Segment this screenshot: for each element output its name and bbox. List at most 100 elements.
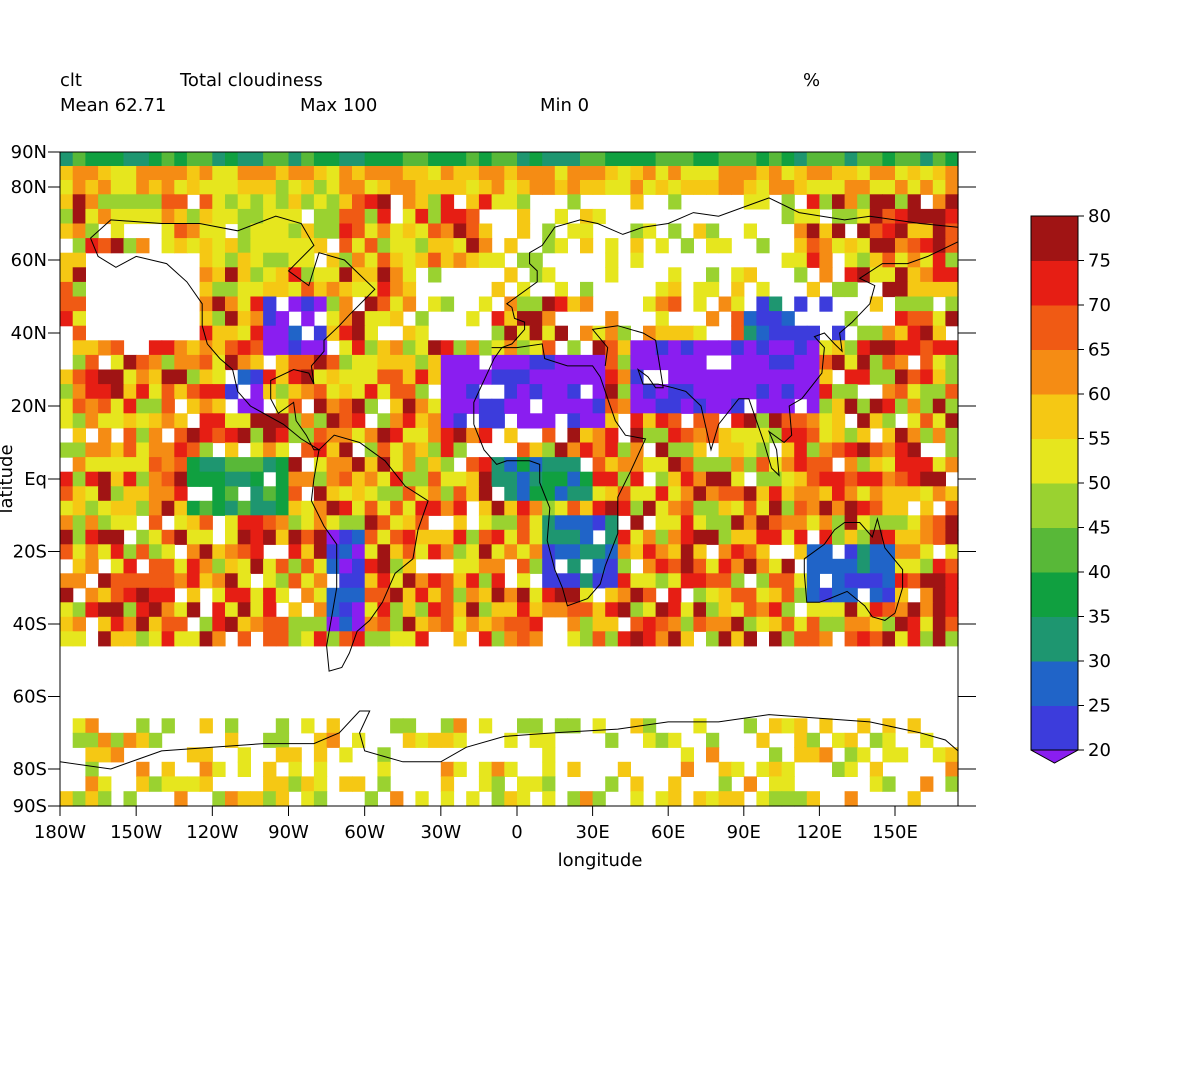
heatmap-cell [250, 369, 264, 385]
heatmap-cell [693, 558, 707, 574]
heatmap-cell [781, 631, 795, 647]
heatmap-cell [364, 500, 378, 516]
heatmap-cell [491, 166, 505, 181]
heatmap-cell [212, 252, 226, 268]
heatmap-cell [542, 602, 556, 618]
heatmap-cell [225, 413, 239, 429]
heatmap-cell [517, 471, 531, 487]
heatmap-cell [907, 558, 921, 574]
heatmap-cell [110, 631, 125, 647]
heatmap-cell [440, 354, 455, 371]
heatmap-cell [655, 791, 669, 807]
heatmap-cell [72, 573, 86, 589]
heatmap-cell [844, 208, 858, 225]
heatmap-cell [643, 152, 657, 167]
heatmap-cell [945, 631, 959, 647]
heatmap-cell [567, 180, 581, 195]
heatmap-cell [668, 281, 682, 298]
heatmap-cell [781, 500, 795, 516]
heatmap-cell [161, 776, 175, 792]
heatmap-cell [186, 529, 201, 545]
heatmap-cell [161, 166, 175, 181]
heatmap-cell [718, 166, 732, 181]
heatmap-cell [352, 281, 366, 298]
heatmap-cell [869, 761, 883, 777]
heatmap-cell [326, 384, 340, 400]
heatmap-cell [945, 761, 959, 777]
heatmap-cell [250, 311, 264, 327]
heatmap-cell [580, 791, 594, 807]
heatmap-cell [504, 515, 518, 531]
heatmap-cell [174, 515, 188, 531]
heatmap-cell [819, 427, 833, 444]
heatmap-cell [794, 166, 808, 181]
heatmap-cell [390, 354, 404, 371]
heatmap-cell [263, 267, 277, 283]
heatmap-cell [630, 442, 644, 458]
heatmap-cell [554, 515, 568, 531]
heatmap-cell [832, 616, 846, 632]
heatmap-cell [352, 486, 366, 502]
heatmap-cell [250, 281, 264, 298]
variable-name: clt [60, 70, 82, 91]
heatmap-cell [326, 442, 340, 458]
heatmap-cell [706, 238, 720, 254]
heatmap-cell [263, 573, 277, 589]
heatmap-cell [60, 281, 74, 298]
heatmap-cell [466, 573, 480, 589]
heatmap-cell [123, 631, 137, 647]
heatmap-cell [844, 152, 858, 167]
heatmap-cell [364, 194, 378, 210]
heatmap-cell [301, 180, 315, 195]
heatmap-cell [415, 311, 429, 327]
heatmap-cell [517, 573, 531, 589]
heatmap-cell [85, 471, 99, 487]
heatmap-cell [313, 208, 328, 225]
heatmap-cell [630, 180, 644, 195]
heatmap-cell [250, 413, 264, 429]
heatmap-cell [819, 369, 833, 385]
heatmap-cell [517, 194, 531, 210]
heatmap-cell [85, 457, 99, 473]
heatmap-cell [440, 486, 455, 502]
heatmap-cell [339, 354, 353, 371]
heatmap-cell [98, 500, 112, 516]
heatmap-cell [706, 791, 720, 807]
heatmap-cell [377, 311, 391, 327]
heatmap-cell [605, 267, 619, 283]
heatmap-cell [237, 311, 251, 327]
heatmap-cell [882, 558, 896, 574]
heatmap-cell [364, 544, 378, 560]
heatmap-cell [706, 616, 720, 632]
heatmap-cell [504, 194, 518, 210]
heatmap-cell [517, 340, 531, 356]
heatmap-cell [326, 471, 340, 487]
heatmap-cell [250, 616, 264, 632]
heatmap-cell [756, 166, 770, 181]
heatmap-cell [592, 486, 606, 502]
heatmap-cell [352, 325, 366, 341]
heatmap-cell [301, 544, 315, 560]
heatmap-cell [136, 718, 150, 734]
heatmap-cell [668, 631, 682, 647]
heatmap-cell [529, 384, 543, 400]
heatmap-cell [225, 166, 239, 181]
heatmap-cell [907, 442, 921, 458]
heatmap-cell [781, 152, 795, 167]
heatmap-cell [478, 238, 493, 254]
heatmap-cell [199, 500, 213, 516]
heatmap-cell [932, 398, 946, 414]
heatmap-cell [390, 515, 404, 531]
heatmap-cell [832, 515, 846, 531]
heatmap-cell [466, 384, 480, 400]
heatmap-cell [250, 544, 264, 560]
heatmap-cell [390, 791, 404, 807]
heatmap-cell [580, 544, 594, 560]
heatmap-cell [199, 152, 213, 167]
heatmap-cell [945, 602, 959, 618]
heatmap-cell [199, 413, 213, 429]
heatmap-cell [668, 152, 682, 167]
heatmap-cell [402, 252, 417, 268]
heatmap-cell [882, 747, 896, 763]
heatmap-cell [263, 529, 277, 545]
